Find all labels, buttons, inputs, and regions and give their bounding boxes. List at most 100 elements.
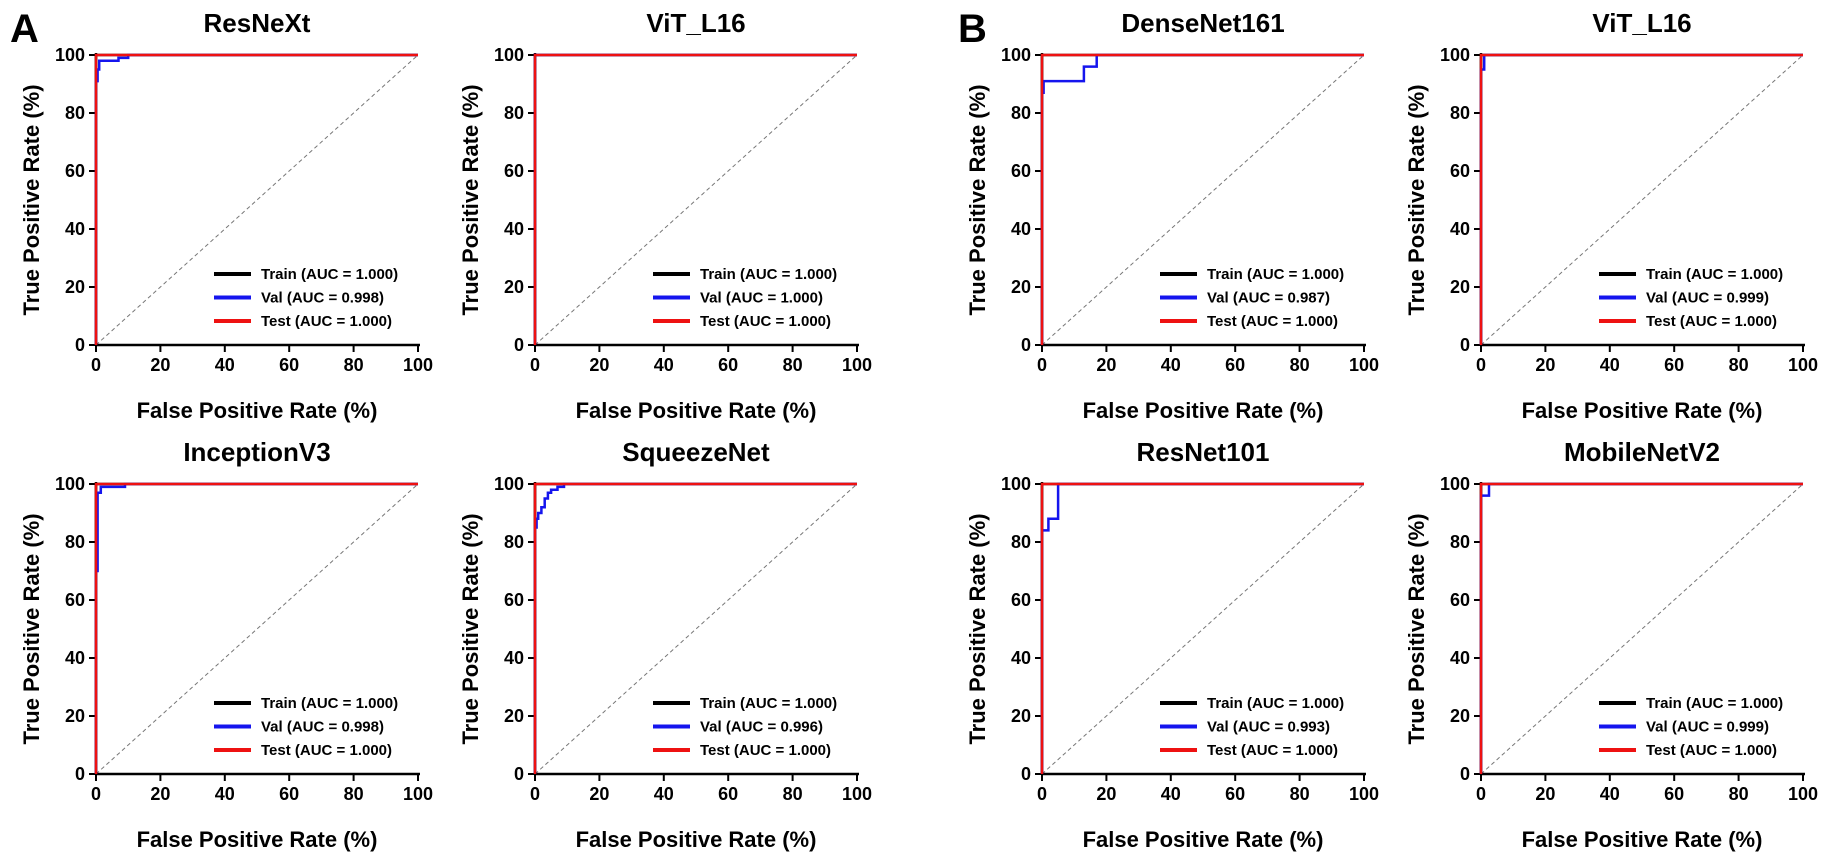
- x-tick-label: 0: [1037, 784, 1047, 804]
- y-tick-label: 80: [1011, 103, 1031, 123]
- x-tick-label: 0: [1476, 355, 1486, 375]
- roc-chart-4-vit-l16: ViT_L16 0 20 40 60 80 100 0 20 40 60 80 100 False Pos…: [1404, 8, 1818, 423]
- chart-legend: Train (AUC = 1.000) Val (AUC = 0.998) Test…: [214, 695, 398, 759]
- y-tick-label: 80: [504, 103, 524, 123]
- y-tick-label: 40: [1450, 219, 1470, 239]
- chart-title: DenseNet161: [1121, 8, 1284, 38]
- roc-curve-test: [94, 53, 418, 345]
- roc-chart-2-vit-l16: ViT_L16 0 20 40 60 80 100 0 20 40 60 80 100 False Pos…: [458, 8, 872, 423]
- legend-entry-test: Test (AUC = 1.000): [700, 742, 831, 759]
- x-tick-label: 40: [215, 784, 235, 804]
- roc-curve-test: [94, 482, 418, 774]
- chart-title: MobileNetV2: [1564, 437, 1720, 467]
- legend-entry-test: Test (AUC = 1.000): [1207, 313, 1338, 330]
- chance-diagonal-line: [534, 54, 858, 346]
- chart-title: InceptionV3: [183, 437, 330, 467]
- roc-chart-3-densenet161: DenseNet161 0 20 40 60 80 100 0 20 40 60 80 100 False…: [965, 8, 1379, 423]
- legend-entry-train: Train (AUC = 1.000): [700, 695, 837, 712]
- y-tick-label: 20: [65, 277, 85, 297]
- x-tick-label: 60: [279, 355, 299, 375]
- y-tick-label: 40: [1011, 648, 1031, 668]
- roc-chart-5-inceptionv3: InceptionV3 0 20 40 60 80 100 0 20 40 60 80 100 False…: [19, 437, 433, 852]
- x-axis-title: False Positive Rate (%): [137, 827, 378, 852]
- x-tick-label: 100: [1788, 784, 1818, 804]
- x-tick-label: 100: [403, 784, 433, 804]
- y-tick-label: 60: [1011, 590, 1031, 610]
- legend-entry-train: Train (AUC = 1.000): [1207, 695, 1344, 712]
- y-tick-label: 40: [65, 219, 85, 239]
- x-tick-label: 80: [783, 355, 803, 375]
- x-tick-label: 40: [1600, 784, 1620, 804]
- y-tick-label: 100: [55, 474, 85, 494]
- legend-entry-val: Val (AUC = 1.000): [700, 290, 823, 307]
- roc-curve-test: [1479, 53, 1803, 345]
- x-tick-label: 60: [1225, 355, 1245, 375]
- x-tick-label: 60: [279, 784, 299, 804]
- y-tick-label: 100: [55, 45, 85, 65]
- roc-curve-test: [1040, 482, 1364, 774]
- roc-curve-test: [533, 482, 857, 774]
- y-tick-label: 60: [1450, 161, 1470, 181]
- legend-entry-val: Val (AUC = 0.996): [700, 719, 823, 736]
- chart-legend: Train (AUC = 1.000) Val (AUC = 0.987) Test…: [1160, 266, 1344, 330]
- y-tick-label: 0: [514, 764, 524, 784]
- chart-legend: Train (AUC = 1.000) Val (AUC = 0.993) Test…: [1160, 695, 1344, 759]
- chance-diagonal-line: [1041, 483, 1365, 775]
- legend-entry-val: Val (AUC = 0.998): [261, 719, 384, 736]
- x-tick-label: 0: [530, 355, 540, 375]
- x-tick-label: 60: [1664, 784, 1684, 804]
- legend-entry-test: Test (AUC = 1.000): [261, 313, 392, 330]
- y-tick-label: 20: [504, 706, 524, 726]
- chart-title: ViT_L16: [646, 8, 745, 38]
- x-tick-label: 80: [1729, 355, 1749, 375]
- panel-label-a: A: [10, 7, 39, 51]
- legend-entry-val: Val (AUC = 0.999): [1646, 290, 1769, 307]
- y-axis-title: True Positive Rate (%): [19, 84, 44, 315]
- y-tick-label: 20: [1450, 706, 1470, 726]
- panel-label-b: B: [958, 7, 987, 51]
- x-tick-label: 80: [1729, 784, 1749, 804]
- x-tick-label: 40: [1161, 355, 1181, 375]
- legend-entry-test: Test (AUC = 1.000): [1646, 313, 1777, 330]
- y-tick-label: 0: [75, 764, 85, 784]
- y-tick-label: 40: [65, 648, 85, 668]
- roc-chart-8-mobilenetv2: MobileNetV2 0 20 40 60 80 100 0 20 40 60 80 100 False…: [1404, 437, 1818, 852]
- y-tick-label: 0: [1021, 764, 1031, 784]
- y-tick-label: 40: [1450, 648, 1470, 668]
- x-tick-label: 0: [1037, 355, 1047, 375]
- y-tick-label: 0: [514, 335, 524, 355]
- chart-legend: Train (AUC = 1.000) Val (AUC = 0.996) Test…: [653, 695, 837, 759]
- y-axis-title: True Positive Rate (%): [19, 513, 44, 744]
- legend-entry-train: Train (AUC = 1.000): [1646, 266, 1783, 283]
- roc-curve-val: [533, 482, 857, 774]
- legend-entry-val: Val (AUC = 0.993): [1207, 719, 1330, 736]
- x-tick-label: 20: [589, 355, 609, 375]
- x-tick-label: 20: [150, 355, 170, 375]
- chance-diagonal-line: [1480, 54, 1804, 346]
- y-tick-label: 40: [504, 648, 524, 668]
- x-tick-label: 100: [1788, 355, 1818, 375]
- roc-chart-1-resnext: ResNeXt 0 20 40 60 80 100 0 20 40 60 80 100 False Pos…: [19, 8, 433, 423]
- x-tick-label: 60: [1664, 355, 1684, 375]
- x-tick-label: 40: [654, 355, 674, 375]
- chance-diagonal-line: [95, 54, 419, 346]
- legend-entry-val: Val (AUC = 0.999): [1646, 719, 1769, 736]
- x-tick-label: 100: [1349, 355, 1379, 375]
- roc-chart-7-resnet101: ResNet101 0 20 40 60 80 100 0 20 40 60 80 100 False P…: [965, 437, 1379, 852]
- chart-grid: ResNeXt 0 20 40 60 80 100 0 20 40 60 80 100 False Pos…: [19, 8, 1818, 852]
- legend-entry-train: Train (AUC = 1.000): [1207, 266, 1344, 283]
- chart-title: SqueezeNet: [622, 437, 770, 467]
- x-tick-label: 0: [530, 784, 540, 804]
- roc-chart-6-squeezenet: SqueezeNet 0 20 40 60 80 100 0 20 40 60 80 100 False …: [458, 437, 872, 852]
- y-axis-title: True Positive Rate (%): [458, 84, 483, 315]
- legend-entry-test: Test (AUC = 1.000): [1646, 742, 1777, 759]
- y-tick-label: 0: [1021, 335, 1031, 355]
- y-tick-label: 0: [1460, 764, 1470, 784]
- y-tick-label: 20: [504, 277, 524, 297]
- x-tick-label: 20: [589, 784, 609, 804]
- x-tick-label: 100: [1349, 784, 1379, 804]
- chart-legend: Train (AUC = 1.000) Val (AUC = 0.999) Test…: [1599, 695, 1783, 759]
- y-tick-label: 40: [1011, 219, 1031, 239]
- x-tick-label: 60: [718, 784, 738, 804]
